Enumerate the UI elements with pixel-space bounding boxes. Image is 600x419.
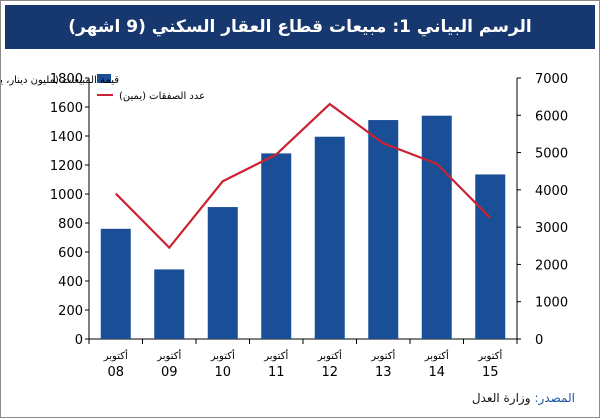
x-category-year: 12 — [321, 365, 338, 380]
x-category-month: أكتوبر — [424, 349, 449, 362]
y-right-tick-label: 7000 — [535, 72, 568, 87]
y-left-tick-label: 200 — [58, 304, 83, 319]
x-category-year: 14 — [428, 365, 445, 380]
source-text: وزارة العدل — [471, 391, 531, 405]
bar — [154, 269, 185, 339]
y-right-tick-label: 5000 — [535, 147, 568, 162]
y-right-tick-label: 1000 — [535, 296, 568, 311]
y-left-tick-label: 800 — [58, 217, 83, 232]
y-right-tick-label: 6000 — [535, 109, 568, 124]
x-category-month: أكتوبر — [263, 349, 288, 362]
y-left-tick-label: 400 — [58, 275, 83, 290]
y-right-tick-label: 4000 — [535, 184, 568, 199]
y-left-tick-label: 1600 — [50, 101, 83, 116]
title-bar: الرسم البياني 1: مبيعات قطاع العقار السك… — [5, 5, 595, 49]
x-category-month: أكتوبر — [210, 349, 235, 362]
x-category-year: 15 — [482, 365, 499, 380]
bar — [261, 153, 292, 339]
x-category-month: أكتوبر — [370, 349, 395, 362]
x-category-year: 08 — [107, 365, 124, 380]
y-left-tick-label: 1200 — [50, 159, 83, 174]
y-right-tick-label: 2000 — [535, 258, 568, 273]
source-note: المصدر: وزارة العدل — [472, 391, 575, 405]
source-label: المصدر: — [534, 391, 575, 405]
legend-bar-label: قيمة المبيعات (مليون دينار، يسار) — [1, 75, 119, 86]
y-right-tick-label: 3000 — [535, 221, 568, 236]
x-category-year: 13 — [375, 365, 392, 380]
x-category-month: أكتوبر — [156, 349, 181, 362]
y-left-tick-label: 600 — [58, 246, 83, 261]
legend-bar-swatch — [97, 74, 111, 83]
x-category-year: 11 — [268, 365, 285, 380]
bar — [368, 120, 399, 339]
bar — [475, 174, 506, 339]
y-left-tick-label: 1400 — [50, 130, 83, 145]
bar — [100, 228, 131, 339]
x-category-month: أكتوبر — [317, 349, 342, 362]
bar — [314, 136, 345, 339]
x-category-month: أكتوبر — [477, 349, 502, 362]
y-left-tick-label: 1800 — [50, 72, 83, 87]
x-category-month: أكتوبر — [103, 349, 128, 362]
bar — [207, 207, 238, 339]
y-right-tick-label: 0 — [535, 333, 543, 348]
x-category-year: 10 — [214, 365, 231, 380]
line-series — [114, 102, 492, 250]
chart-title: الرسم البياني 1: مبيعات قطاع العقار السك… — [68, 17, 532, 37]
legend-line-label: عدد الصفقات (يمين) — [119, 91, 205, 102]
y-left-tick-label: 1000 — [50, 188, 83, 203]
x-category-year: 09 — [161, 365, 178, 380]
y-left-tick-label: 0 — [75, 333, 83, 348]
bar — [421, 115, 452, 339]
